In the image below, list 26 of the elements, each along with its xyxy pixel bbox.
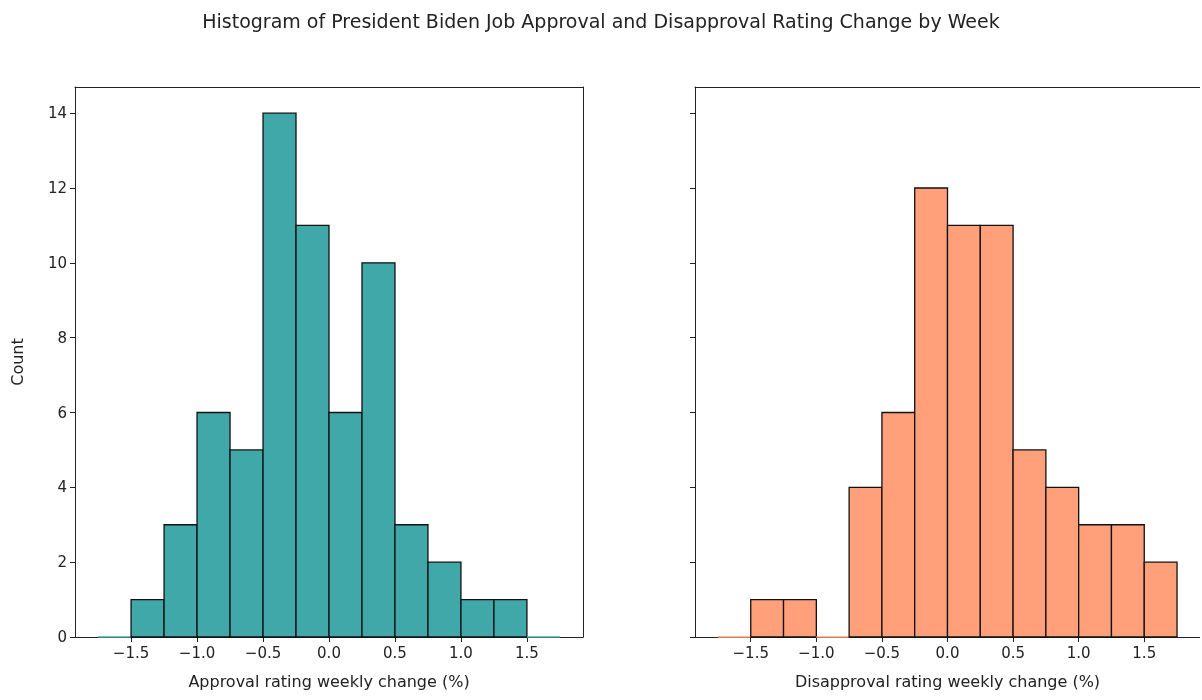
- x-tick-label: 1.0: [449, 643, 473, 662]
- y-tick-label: 12: [47, 179, 67, 198]
- x-axis-title: Disapproval rating weekly change (%): [794, 671, 1101, 691]
- y-tick-label: 4: [57, 478, 67, 497]
- y-tick-label: 2: [57, 553, 67, 572]
- x-axis-title: Approval rating weekly change (%): [188, 671, 470, 691]
- y-tick-label: 6: [57, 403, 67, 422]
- y-tick-label: 0: [57, 628, 67, 646]
- x-tick-label: −1.5: [112, 643, 150, 662]
- x-tick-label: 1.5: [514, 643, 539, 662]
- x-tick-label: −1.5: [732, 643, 769, 662]
- y-axis-title: Count: [7, 338, 27, 386]
- x-tick-label: 1.5: [1132, 643, 1157, 662]
- y-tick-label: 8: [57, 328, 67, 347]
- x-tick-label: 1.0: [1066, 643, 1091, 662]
- chart-title: Histogram of President Biden Job Approval and Disapproval Rating Change by Week: [201, 10, 1001, 32]
- x-tick-label: −0.5: [863, 643, 901, 662]
- x-tick-label: 0.5: [383, 643, 407, 662]
- x-tick-label: −0.5: [244, 643, 282, 662]
- x-tick-label: −1.0: [178, 643, 216, 662]
- y-tick-label: 10: [47, 253, 67, 272]
- x-tick-label: −1.0: [798, 643, 835, 662]
- x-tick-label: 0.5: [1001, 643, 1026, 662]
- x-tick-label: 0.0: [317, 643, 341, 662]
- y-tick-label: 14: [47, 104, 67, 123]
- x-tick-label: 0.0: [935, 643, 960, 662]
